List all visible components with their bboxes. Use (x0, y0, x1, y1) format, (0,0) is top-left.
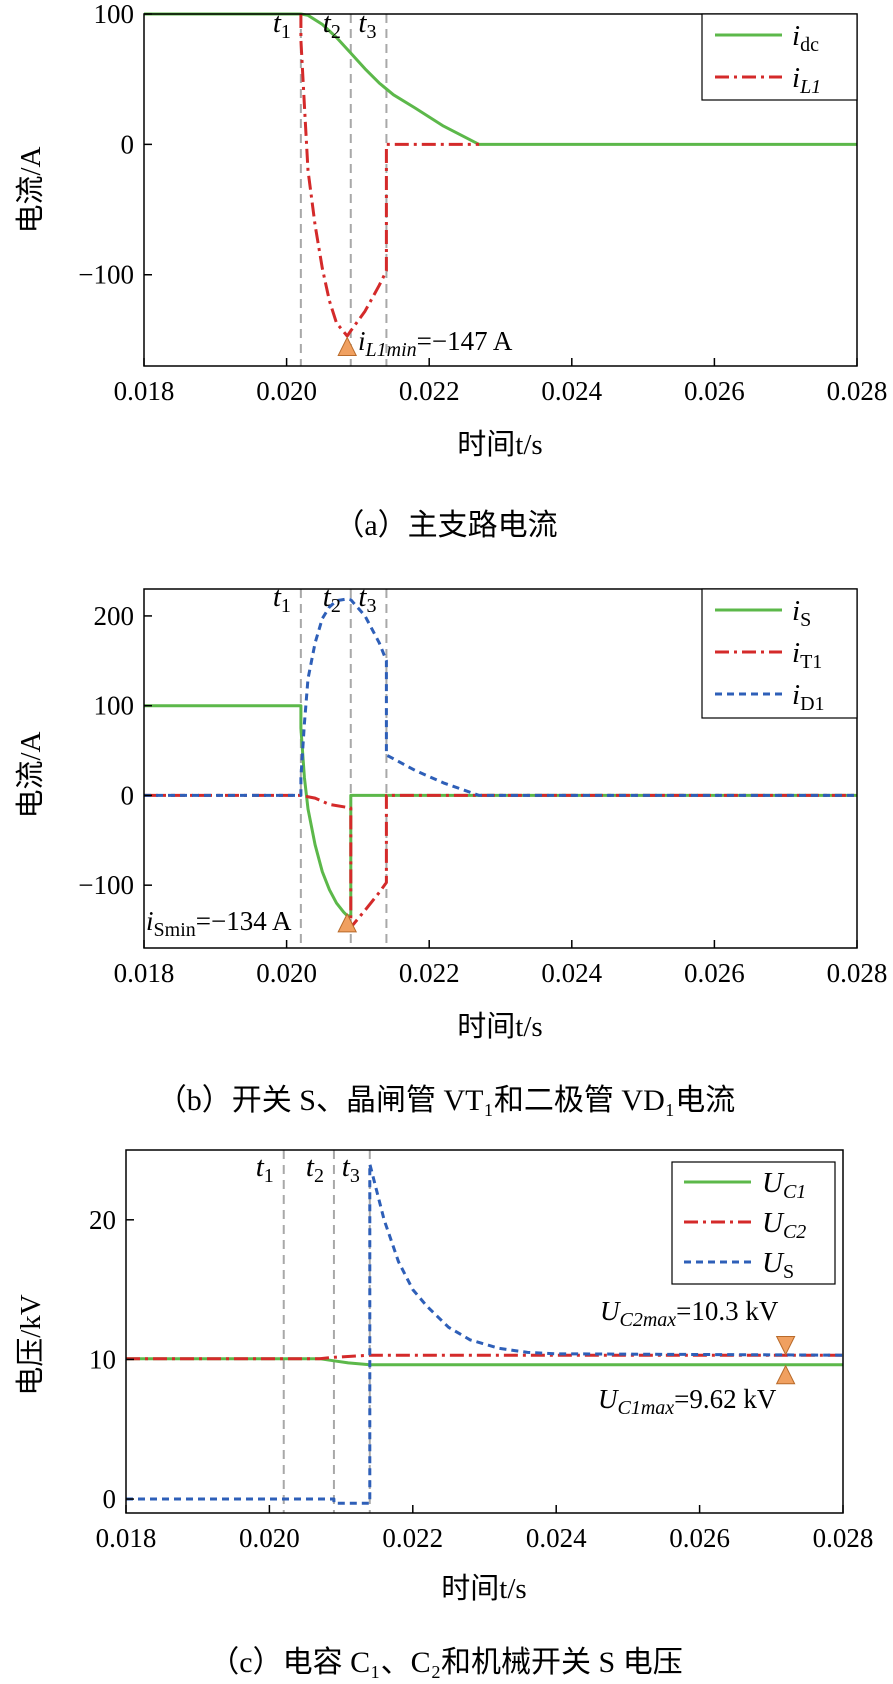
grid-lines-b (299, 589, 388, 948)
grid-lines-a (299, 14, 388, 366)
annotation-uc1max: UC1max=9.62 kV (598, 1384, 777, 1419)
y-tick-label: 10 (89, 1344, 116, 1374)
x-tick-label: 0.022 (382, 1523, 443, 1553)
series-lines-a (144, 12, 857, 338)
y-axis-label-b: 电流/A (14, 731, 47, 818)
panel-b: 0.018 0.020 0.022 0.024 0.026 0.028 200 100 0 −10… (14, 581, 887, 1117)
event-label-t1: t1 (256, 1151, 274, 1187)
event-label-t2: t2 (306, 1151, 324, 1187)
grid-lines-c (282, 1150, 371, 1513)
y-tick-label: −100 (78, 260, 134, 290)
y-tick-label: 20 (89, 1205, 116, 1235)
caption-a: （a）主支路电流 (334, 509, 557, 542)
markers-b (337, 912, 358, 933)
x-tick-label: 0.026 (669, 1523, 730, 1553)
x-tick-label: 0.028 (827, 958, 888, 988)
extremum-marker-1 (775, 1364, 796, 1385)
x-tick-label: 0.024 (541, 958, 602, 988)
series-u-c2 (126, 1353, 843, 1361)
series-u-c1 (126, 1357, 843, 1367)
legend-c: UC1 UC2 US (671, 1161, 836, 1285)
x-axis-label-a: 时间t/s (457, 428, 542, 461)
caption-c: （c）电容 C₁、C₂和机械开关 S 电压 (209, 1646, 682, 1679)
y-tick-label: 100 (94, 0, 135, 29)
legend-label-is: iS (792, 595, 811, 631)
x-tick-label: 0.018 (114, 376, 175, 406)
series-i-s (144, 704, 857, 918)
x-axis-label-c: 时间t/s (441, 1572, 526, 1605)
event-label-t3: t3 (358, 581, 376, 617)
legend-box-a (701, 13, 858, 101)
x-tick-label: 0.022 (399, 376, 460, 406)
y-tick-label: 0 (103, 1484, 117, 1514)
plot-frame-c (125, 1149, 844, 1514)
annotation-ismin: iSmin=−134 A (146, 906, 292, 941)
extremum-marker-0 (337, 912, 358, 933)
vline-labels-b: t1 t2 t3 (273, 581, 377, 617)
extremum-marker-0 (337, 336, 358, 356)
panel-c: 0.018 0.020 0.022 0.024 0.026 0.028 20 10 0 t1 t2… (14, 1149, 873, 1679)
series-i-l1 (299, 14, 480, 338)
legend-label-id1: iD1 (792, 679, 825, 715)
x-tick-label: 0.024 (526, 1523, 587, 1553)
y-tick-label: 100 (94, 691, 135, 721)
x-tick-label: 0.020 (256, 376, 317, 406)
x-tick-label: 0.018 (96, 1523, 157, 1553)
x-tick-label: 0.026 (684, 958, 745, 988)
legend-b: iS iT1 iD1 (701, 588, 858, 719)
y-tick-label: −100 (78, 870, 134, 900)
y-tick-label: 200 (94, 601, 135, 631)
annotation-il1min: iL1min=−147 A (358, 326, 513, 361)
ticks-a: 0.018 0.020 0.022 0.024 0.026 0.028 100 0 −100 (78, 0, 887, 406)
caption-b: （b）开关 S、晶闸管 VT₁和二极管 VD₁电流 (157, 1084, 735, 1117)
y-axis-label-c: 电压/kV (14, 1294, 47, 1396)
series-i-dc (144, 12, 857, 146)
legend-label-it1: iT1 (792, 637, 822, 673)
y-axis-label-a: 电流/A (14, 146, 47, 233)
x-tick-label: 0.026 (684, 376, 745, 406)
markers-c (775, 1335, 796, 1385)
series-u-s (126, 1162, 844, 1505)
ticks-b: 0.018 0.020 0.022 0.024 0.026 0.028 200 100 0 −10… (78, 601, 887, 988)
x-tick-label: 0.024 (541, 376, 602, 406)
annotation-uc2max: UC2max=10.3 kV (600, 1296, 779, 1331)
x-tick-label: 0.028 (827, 376, 888, 406)
x-tick-label: 0.022 (399, 958, 460, 988)
x-tick-label: 0.018 (114, 958, 175, 988)
legend-label-us: US (762, 1247, 794, 1283)
y-tick-label: 0 (121, 780, 135, 810)
x-tick-label: 0.028 (813, 1523, 874, 1553)
event-label-t3: t3 (342, 1151, 360, 1187)
vline-labels-c: t1 t2 t3 (256, 1151, 360, 1187)
plot-frame-a (143, 13, 858, 367)
panel-a: 0.018 0.020 0.022 0.024 0.026 0.028 100 0 −100 t… (14, 0, 887, 542)
legend-label-idc: idc (792, 20, 819, 56)
extremum-marker-0 (775, 1335, 796, 1356)
vline-labels-a: t1 t2 t3 (273, 7, 377, 43)
markers-a (337, 336, 358, 356)
legend-a: idc iL1 (701, 13, 858, 101)
x-tick-label: 0.020 (256, 958, 317, 988)
legend-label-uc1: UC1 (762, 1167, 806, 1203)
event-label-t1: t1 (273, 7, 291, 43)
event-label-t2: t2 (323, 581, 341, 617)
ticks-c: 0.018 0.020 0.022 0.024 0.026 0.028 20 10 0 (89, 1205, 873, 1553)
event-label-t2: t2 (323, 7, 341, 43)
x-tick-label: 0.020 (239, 1523, 300, 1553)
legend-label-uc2: UC2 (762, 1207, 806, 1243)
y-tick-label: 0 (121, 129, 135, 159)
plot-frame-b (143, 588, 858, 949)
series-lines-c (126, 1162, 844, 1505)
event-label-t1: t1 (273, 581, 291, 617)
x-axis-label-b: 时间t/s (457, 1010, 542, 1043)
legend-label-il1: iL1 (792, 62, 821, 98)
event-label-t3: t3 (358, 7, 376, 43)
series-i-d1 (144, 597, 857, 797)
